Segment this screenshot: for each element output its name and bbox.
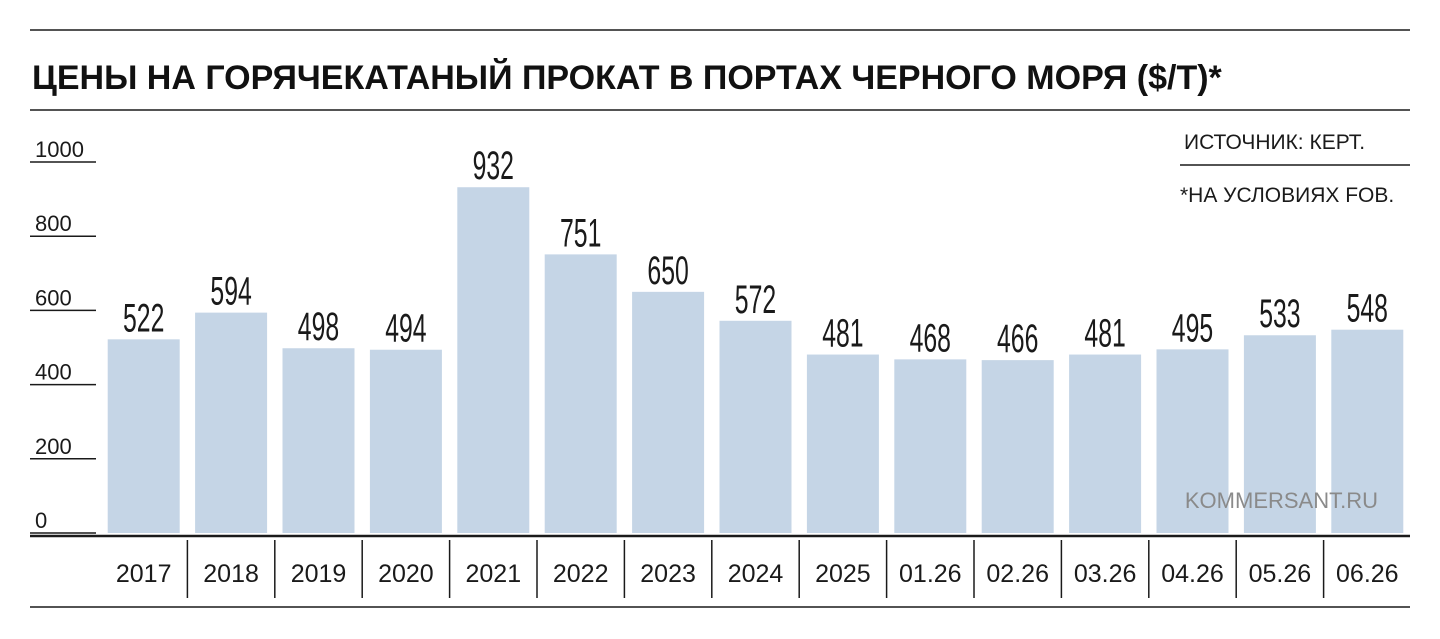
y-tick-label: 0: [35, 508, 47, 533]
bar: [806, 354, 879, 533]
x-tick-label: 02.26: [986, 560, 1049, 588]
bar: [1069, 354, 1142, 533]
bar: [1156, 349, 1229, 533]
bar: [1243, 335, 1316, 533]
data-label: 481: [822, 312, 863, 356]
data-label: 572: [735, 278, 776, 322]
bars-group: [107, 187, 1404, 533]
x-tick-label: 06.26: [1336, 560, 1399, 588]
bar: [632, 291, 705, 533]
x-tick-label: 2022: [553, 560, 609, 588]
bar: [894, 359, 967, 533]
x-tick-label: 2019: [291, 560, 347, 588]
brand-watermark: KOMMERSANT.RU: [1185, 488, 1378, 513]
x-tick-label: 2017: [116, 560, 172, 588]
data-label: 533: [1259, 292, 1300, 336]
y-axis: 0 200 400 600 800 1000: [30, 137, 96, 534]
x-tick-label: 05.26: [1249, 560, 1312, 588]
bar: [369, 349, 442, 533]
data-label: 932: [473, 144, 514, 188]
bar: [195, 312, 268, 533]
fob-footnote: *НА УСЛОВИЯХ FOB.: [1180, 184, 1394, 207]
y-tick-label: 600: [35, 285, 72, 310]
x-tick-label: 01.26: [899, 560, 962, 588]
x-tick-label: 2023: [640, 560, 696, 588]
y-tick-label: 400: [35, 360, 72, 385]
bar: [282, 348, 355, 533]
x-axis: 2017 2018 2019 2020 2021 2022 2023 2024 2025 01.2…: [116, 540, 1399, 598]
data-label: 494: [385, 307, 426, 351]
data-labels-group: 522 594 498 494 932 751 650 572 481 468 466 481 495 5…: [123, 144, 1388, 361]
x-tick-label: 2025: [815, 560, 871, 588]
bar: [719, 320, 792, 533]
data-label: 522: [123, 296, 164, 340]
chart-title: ЦЕНЫ НА ГОРЯЧЕКАТАНЫЙ ПРОКАТ В ПОРТАХ ЧЕ…: [32, 58, 1223, 97]
x-tick-label: 2018: [203, 560, 259, 588]
data-label: 650: [647, 249, 688, 293]
source-note: ИСТОЧНИК: КЕРТ.: [1184, 131, 1365, 154]
data-label: 468: [910, 317, 951, 361]
data-label: 548: [1347, 287, 1388, 331]
bar: [544, 254, 617, 533]
data-label: 495: [1172, 306, 1213, 350]
x-tick-label: 03.26: [1074, 560, 1137, 588]
data-label: 594: [210, 270, 251, 314]
bar: [457, 187, 530, 533]
bar: [107, 339, 180, 533]
data-label: 751: [560, 212, 601, 256]
x-tick-label: 2024: [728, 560, 784, 588]
bar: [1331, 329, 1404, 533]
bar: [981, 360, 1054, 533]
x-tick-label: 2020: [378, 560, 434, 588]
y-tick-label: 1000: [35, 137, 84, 162]
y-tick-label: 800: [35, 211, 72, 236]
y-tick-label: 200: [35, 434, 72, 459]
x-tick-label: 2021: [465, 560, 521, 588]
x-tick-label: 04.26: [1161, 560, 1224, 588]
data-label: 498: [298, 305, 339, 349]
data-label: 481: [1084, 312, 1125, 356]
data-label: 466: [997, 317, 1038, 361]
